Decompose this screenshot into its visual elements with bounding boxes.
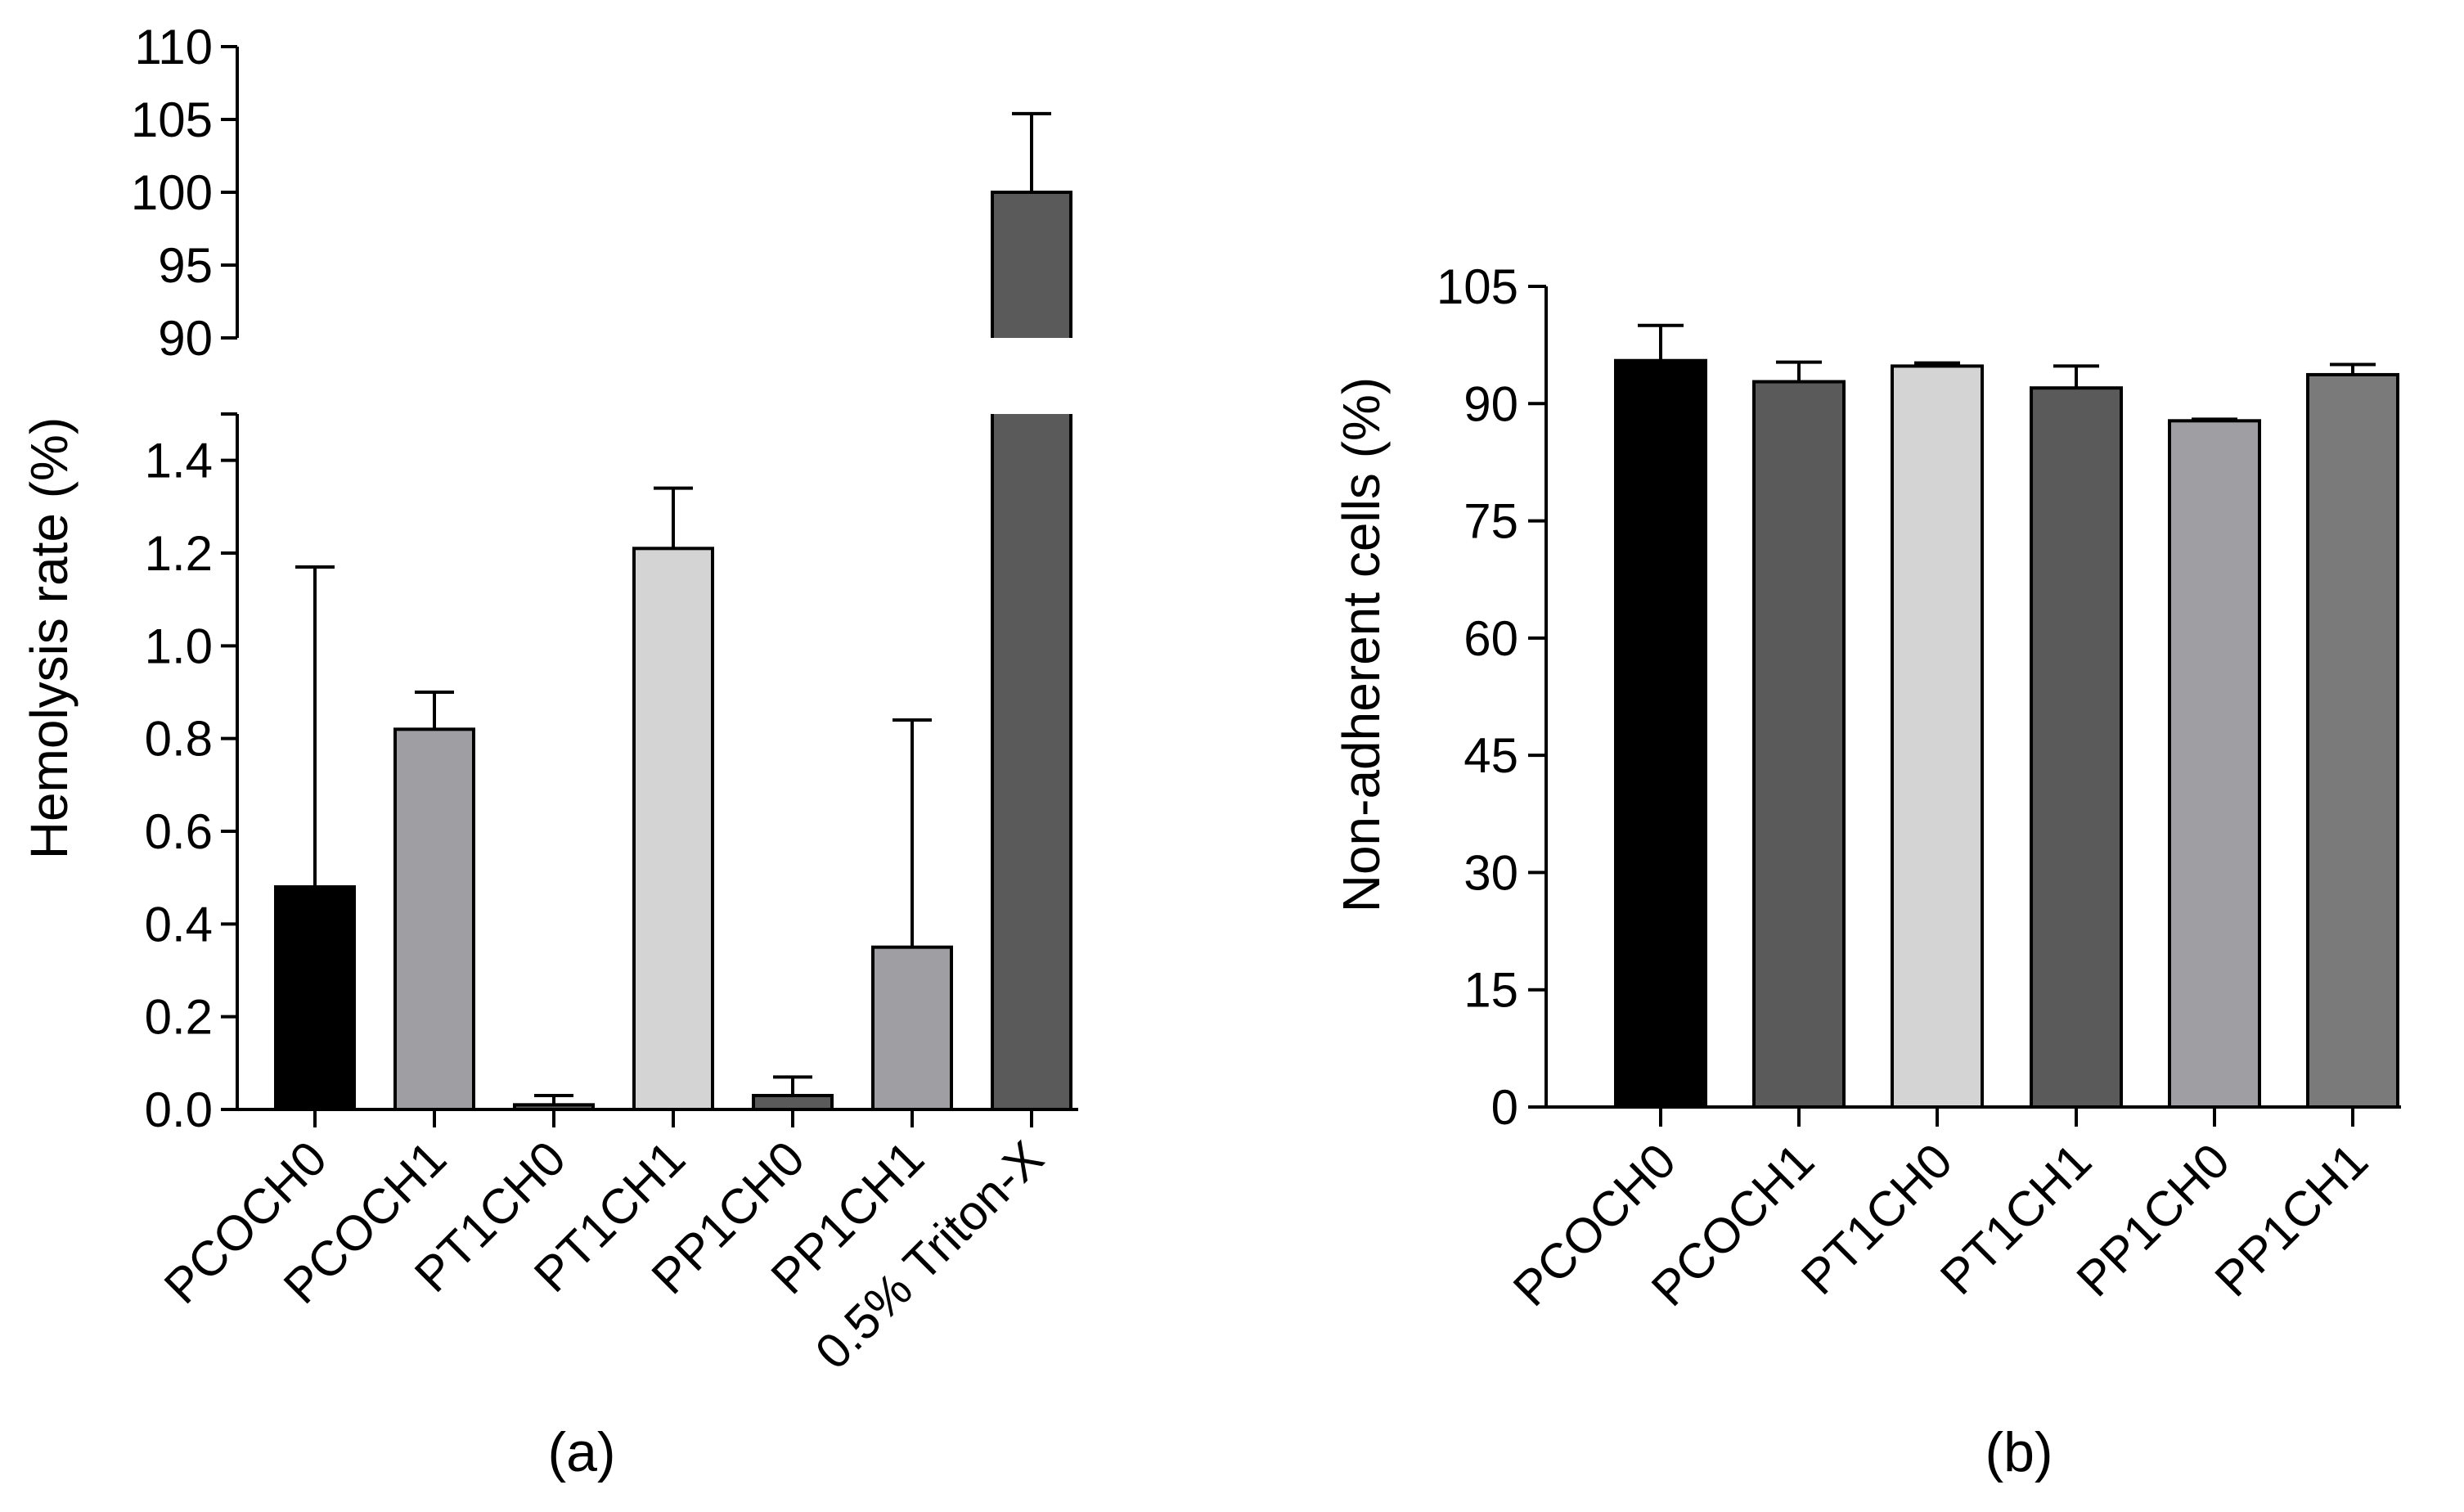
chart-b-category-label: PP1CH0 [2066,1133,2240,1307]
chart-a-y-tick-label: 0.2 [145,990,213,1045]
chart-b-panel-label: (b) [1985,1421,2053,1483]
chart-b-bar [1614,358,1707,1109]
chart-a-y-tick-label: 105 [131,92,213,147]
chart-a-bar [632,547,714,1111]
chart-a-y-tick-label: 1.2 [145,526,213,581]
chart-b-category-label: PP1CH1 [2205,1133,2378,1307]
chart-b-category-label: PT1CH1 [1930,1133,2102,1305]
chart-b-bar [1891,364,1984,1109]
chart-a-bar-upper [992,192,1071,338]
chart-b-y-tick-label: 105 [1437,259,1518,314]
chart-a: Hemolysis rate (%) (a) 0.0 0.2 0.4 0.6 0.8 1.… [20,20,1078,1483]
chart-b-y-tick-label: 45 [1464,728,1518,783]
chart-b-bar [1752,380,1846,1109]
chart-a-y-tick-label: 100 [131,165,213,220]
chart-b-bar [2168,419,2261,1109]
chart-a-y-tick-label: 1.0 [145,619,213,673]
chart-a-y-tick-label: 0.6 [145,804,213,859]
chart-b-y-tick-label: 30 [1464,845,1518,900]
chart-a-bar-lower [992,414,1071,1109]
chart-b: Non-adherent cells (%) (b) 0 15 30 45 60 75 90… [1332,259,2401,1483]
chart-a-bar-upper-outline [991,191,1072,338]
chart-a-y-tick-label: 0.4 [145,897,213,952]
chart-a-ylabel: Hemolysis rate (%) [20,417,79,860]
chart-b-y-tick-label: 0 [1491,1080,1518,1135]
chart-a-bar [513,1103,595,1112]
chart-a-y-tick-label: 0.8 [145,712,213,767]
chart-b-y-tick-label: 75 [1464,494,1518,549]
chart-b-y-tick-label: 15 [1464,963,1518,1018]
chart-a-panel-label: (a) [547,1421,615,1483]
chart-a-y-tick-label: 1.4 [145,434,213,488]
chart-b-y-tick-label: 60 [1464,611,1518,666]
chart-a-y-tick-label: 0.0 [145,1082,213,1137]
chart-b-y-tick-label: 90 [1464,376,1518,431]
chart-b-ylabel: Non-adherent cells (%) [1332,377,1391,913]
chart-a-bar [752,1094,834,1111]
chart-a-bar [274,885,356,1111]
chart-b-bar [2030,386,2123,1109]
chart-a-y-tick-label: 110 [134,20,213,74]
chart-a-bar [393,727,475,1111]
chart-a-y-tick-label: 95 [158,238,213,293]
chart-b-category-label: PT1CH0 [1791,1133,1963,1305]
chart-a-y-tick-label: 90 [158,311,213,366]
chart-a-bar [871,945,953,1111]
chart-b-bar [2306,372,2399,1109]
